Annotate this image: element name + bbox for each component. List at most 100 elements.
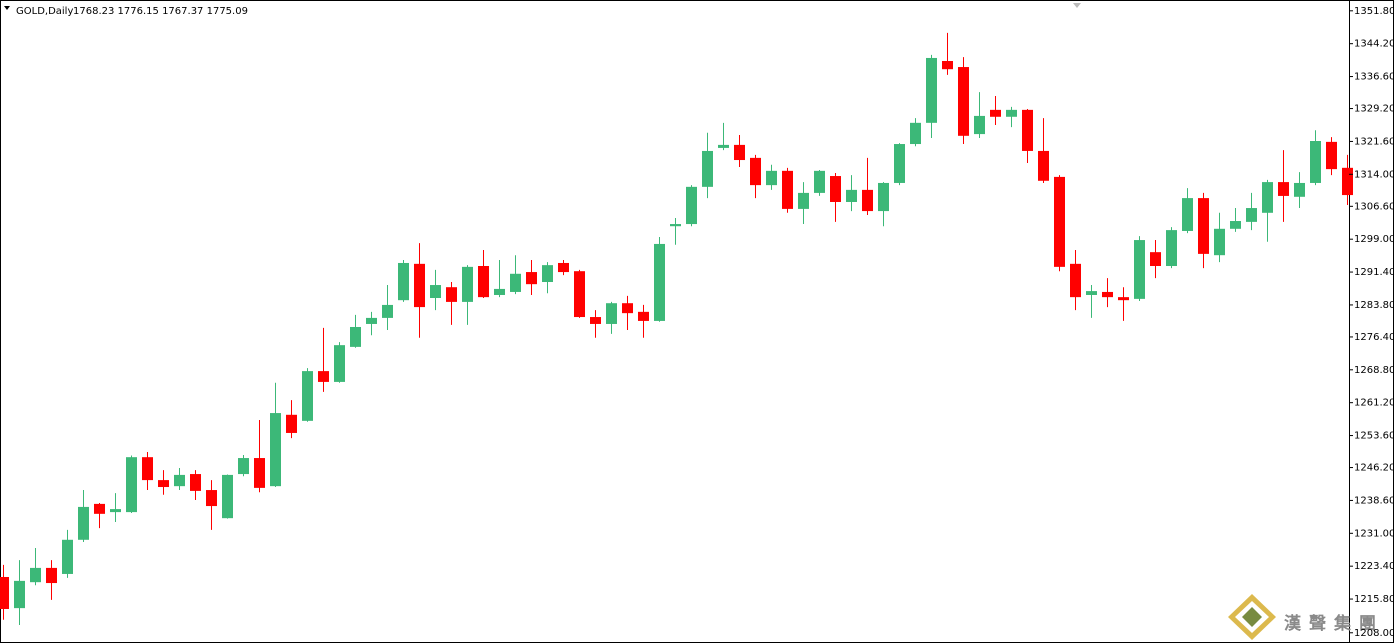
candle-body: [654, 243, 665, 321]
candle-body: [222, 474, 233, 519]
candle-body: [990, 109, 1001, 117]
watermark: 漢聲集團: [1284, 613, 1384, 634]
candle-body: [190, 474, 201, 491]
candle-body: [78, 506, 89, 540]
candle-body: [958, 67, 969, 136]
candle-body: [142, 457, 153, 481]
ohlc-label: 1768.23 1776.15 1767.37 1775.09: [73, 6, 248, 17]
candle-body: [1118, 297, 1129, 301]
candle-body: [974, 115, 985, 135]
candle-body: [526, 272, 537, 285]
y-tick-label: 1246.20: [1354, 463, 1394, 474]
y-tick-label: 1351.80: [1354, 6, 1394, 17]
candle-body: [174, 474, 185, 487]
candle-body: [398, 262, 409, 301]
candle-body: [30, 567, 41, 583]
candle-body: [334, 345, 345, 382]
candle-body: [270, 413, 281, 487]
candle-body: [670, 224, 681, 227]
candle-body: [1198, 198, 1209, 254]
y-tick-label: 1238.60: [1354, 495, 1394, 506]
candle-body: [942, 60, 953, 70]
candle-body: [1134, 240, 1145, 299]
y-tick-label: 1261.20: [1354, 398, 1394, 409]
y-tick-label: 1268.80: [1354, 365, 1394, 376]
candle-body: [1214, 228, 1225, 256]
candle-body: [14, 580, 25, 609]
candle-body: [926, 57, 937, 123]
candle-body: [606, 303, 617, 324]
candle-body: [910, 122, 921, 145]
candle-body: [1310, 141, 1321, 183]
candle-body: [510, 273, 521, 292]
candle-body: [478, 266, 489, 298]
y-tick-label: 1215.80: [1354, 594, 1394, 605]
candle-body: [702, 150, 713, 187]
candle-body: [238, 458, 249, 475]
y-tick-label: 1253.60: [1354, 431, 1394, 442]
candle-body: [286, 414, 297, 433]
candle-body: [350, 326, 361, 347]
candle-body: [782, 170, 793, 209]
candle-body: [254, 458, 265, 488]
candle-body: [638, 311, 649, 321]
candle-body: [0, 576, 9, 609]
candle-body: [798, 192, 809, 209]
candle-body: [302, 371, 313, 421]
candle-body: [574, 271, 585, 318]
candle-body: [734, 144, 745, 161]
y-tick-label: 1329.20: [1354, 104, 1394, 115]
candle-body: [750, 157, 761, 186]
candle-body: [1038, 150, 1049, 181]
candle-body: [1262, 182, 1273, 213]
y-tick-label: 1223.40: [1354, 561, 1394, 572]
y-tick-label: 1314.00: [1354, 169, 1394, 180]
candle-body: [1246, 208, 1257, 222]
candle-body: [1086, 291, 1097, 295]
y-tick-label: 1231.00: [1354, 528, 1394, 539]
watermark-logo: [1228, 594, 1276, 640]
menu-arrow: [4, 6, 10, 10]
y-tick-label: 1291.40: [1354, 267, 1394, 278]
candle-body: [894, 144, 905, 183]
candle-body: [1342, 167, 1353, 196]
chart-title: GOLD,Daily: [16, 6, 73, 17]
candle-body: [46, 567, 57, 584]
y-tick-label: 1299.00: [1354, 234, 1394, 245]
y-tick-label: 1306.60: [1354, 201, 1394, 212]
candle-body: [1182, 198, 1193, 231]
y-tick-label: 1344.20: [1354, 39, 1394, 50]
y-tick-label: 1276.40: [1354, 332, 1394, 343]
candle-body: [206, 490, 217, 507]
candle-body: [110, 509, 121, 513]
candle-body: [1022, 109, 1033, 151]
candle-body: [686, 186, 697, 225]
candle-body: [94, 503, 105, 514]
plot-area: [0, 32, 1353, 625]
candle-body: [430, 285, 441, 299]
candle-body: [718, 144, 729, 148]
y-tick-label: 1321.60: [1354, 136, 1394, 147]
candle-body: [1054, 176, 1065, 267]
candle-body: [766, 170, 777, 186]
candle-body: [494, 288, 505, 295]
candle-body: [1070, 263, 1081, 298]
candle-body: [382, 304, 393, 318]
candle-body: [542, 265, 553, 283]
y-tick-label: 1336.60: [1354, 72, 1394, 83]
candle-body: [1102, 291, 1113, 298]
candle-body: [814, 170, 825, 193]
candle-body: [414, 263, 425, 308]
candle-body: [1278, 182, 1289, 196]
candle-body: [878, 182, 889, 212]
candle-body: [446, 287, 457, 302]
candle-body: [590, 317, 601, 324]
candle-body: [158, 480, 169, 488]
candle-body: [1006, 109, 1017, 117]
y-tick-label: 1283.80: [1354, 300, 1394, 311]
candle-body: [126, 457, 137, 513]
candle-body: [366, 317, 377, 324]
